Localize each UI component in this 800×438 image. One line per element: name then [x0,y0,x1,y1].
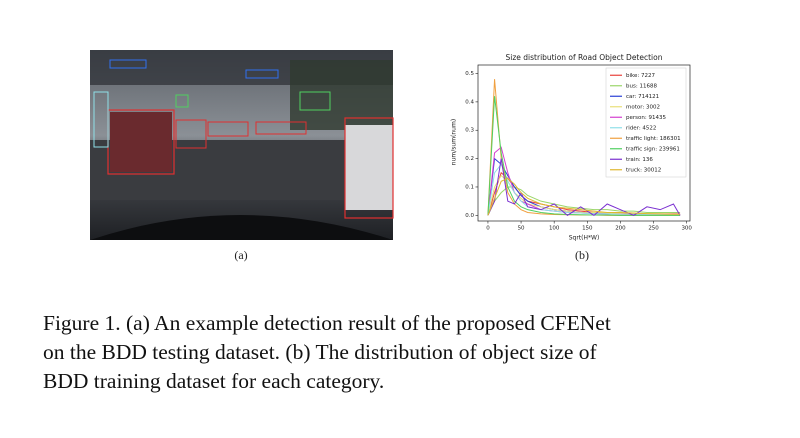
panel-label: (b) [575,248,589,262]
series-line [487,163,681,216]
legend-label: truck: 30012 [626,167,661,173]
chart-title: Size distribution of Road Object Detecti… [506,53,663,62]
detection-box [299,91,331,111]
series-line [487,158,681,216]
x-tick-label: 200 [615,226,626,232]
detection-box [109,59,147,69]
legend-label: car: 714121 [626,94,659,100]
caption-line: on the BDD testing dataset. (b) The dist… [43,340,598,364]
detection-box [93,91,109,148]
car-hood [90,215,393,240]
detection-box [245,69,279,79]
y-tick-label: 0.1 [465,184,474,190]
legend-label: person: 91435 [626,115,666,121]
legend-label: traffic sign: 239961 [626,146,680,152]
series-line [487,96,681,216]
legend-label: motor: 3002 [626,104,660,110]
legend-label: train: 136 [626,157,653,163]
panel-label: (a) [234,248,247,262]
detection-box [344,117,394,219]
x-tick-label: 100 [549,226,560,232]
x-tick-label: 250 [648,226,659,232]
x-axis-label: Sqrt(H*W) [569,235,600,242]
caption-line: Figure 1. (a) An example detection resul… [43,311,611,335]
detection-photo [90,50,394,240]
car-ahead [110,112,172,172]
legend-label: traffic light: 186301 [626,136,681,142]
x-tick-label: 150 [582,226,593,232]
x-tick-label: 50 [518,226,525,232]
y-tick-label: 0.0 [465,213,474,219]
x-tick-label: 0 [486,226,490,232]
legend-label: bus: 11688 [626,83,657,89]
detection-box [255,121,307,135]
series-line [487,177,681,216]
trees [290,60,393,130]
y-tick-label: 0.5 [465,71,474,77]
detection-box [175,119,207,149]
y-tick-label: 0.3 [465,128,474,134]
x-tick-label: 300 [681,226,692,232]
y-tick-label: 0.4 [465,99,474,105]
y-axis-label: num/sum(num) [451,119,458,165]
side-car [345,125,393,210]
legend-label: rider: 4522 [626,125,656,131]
detection-box [175,94,189,108]
detection-box [207,121,249,137]
y-tick-label: 0.2 [465,156,474,162]
legend-label: bike: 7227 [626,73,655,79]
caption-line: BDD training dataset for each category. [43,369,384,393]
plot-frame [477,64,691,222]
